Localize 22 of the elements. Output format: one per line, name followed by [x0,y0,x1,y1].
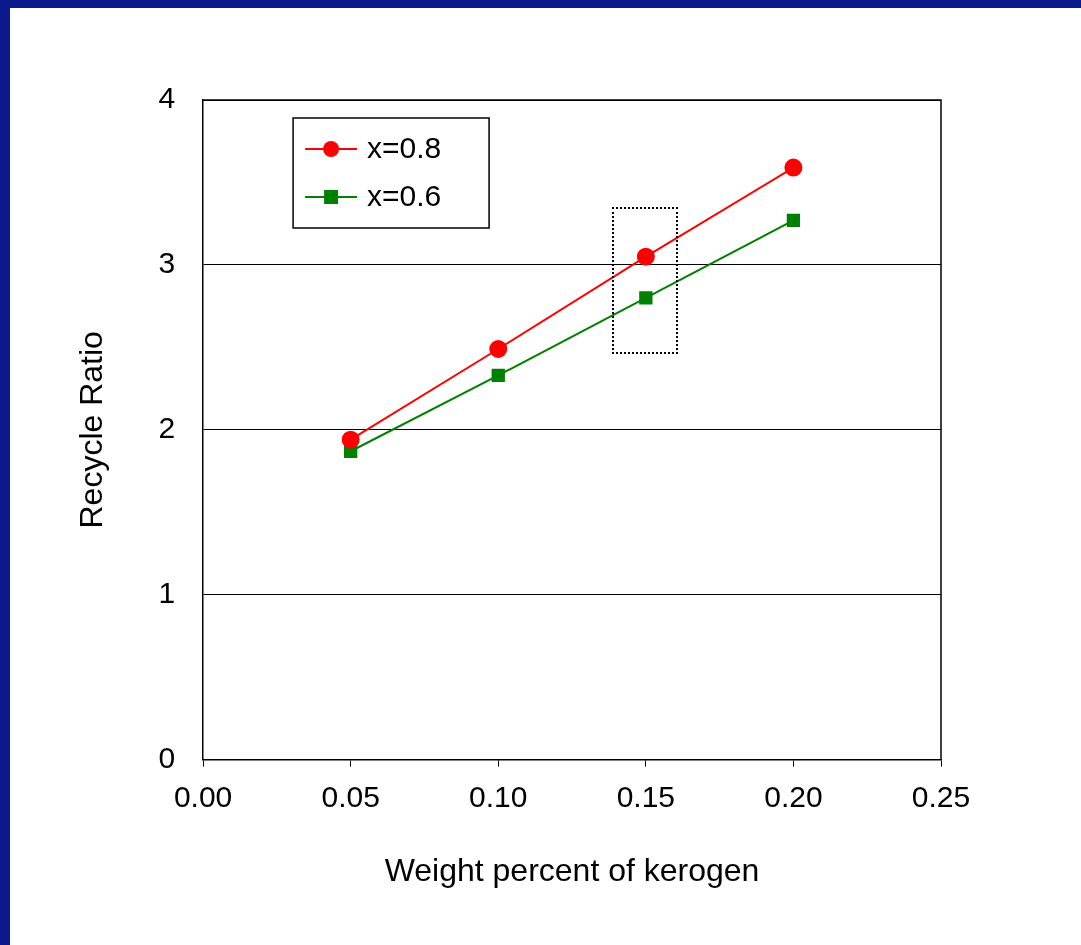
x-axis-title: Weight percent of kerogen [384,851,760,888]
x-tick-label: 0.10 [469,779,528,813]
point [489,340,508,358]
legend-label: x=0.6 [367,179,442,213]
point [639,291,653,305]
point [341,430,360,449]
x-tick-label: 0.20 [764,779,823,813]
legend-label: x=0.8 [367,131,442,165]
y-tick-label: 0 [158,740,176,774]
point [491,368,505,383]
y-tick-label: 2 [158,411,176,445]
y-tick-label: 4 [158,81,176,115]
y-tick-label: 3 [158,246,176,280]
x-tick-label: 0.15 [616,779,676,813]
y-axis-title: Recycle Ratio [73,331,110,529]
y-tick-label: 1 [158,575,176,609]
point [784,158,803,177]
x-tick-label: 0.00 [173,779,233,813]
x-tick-label: 0.05 [321,779,380,813]
x-tick-label: 0.25 [911,779,971,813]
point [636,247,655,266]
point [786,213,801,228]
